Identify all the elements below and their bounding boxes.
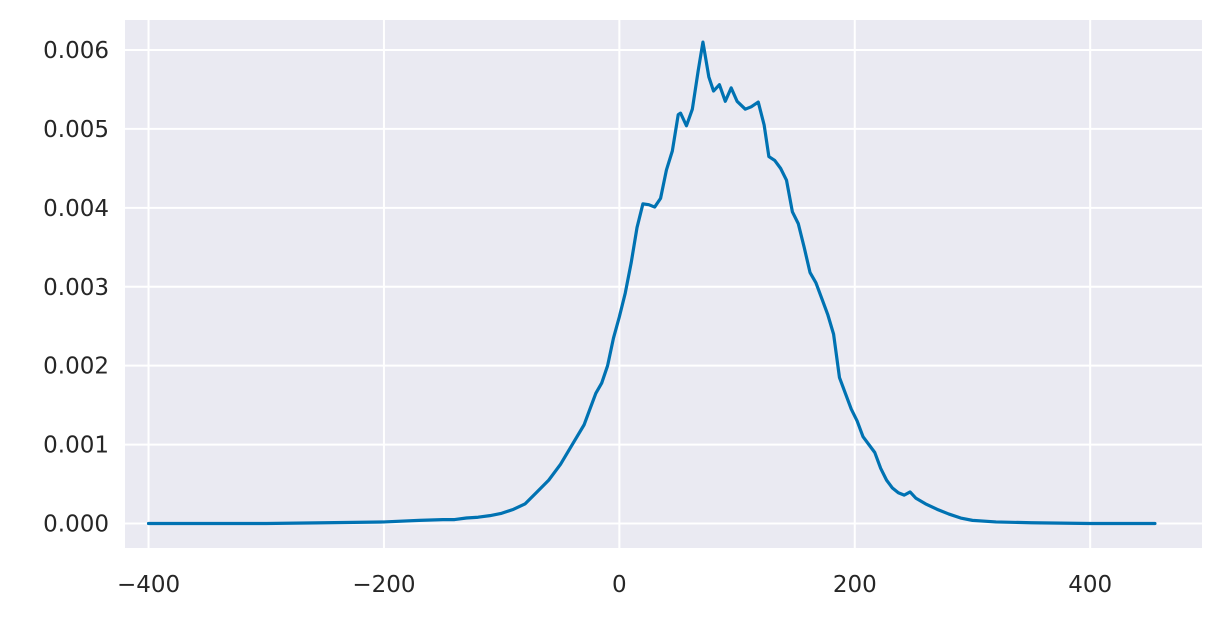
- x-tick-label: 0: [612, 572, 627, 598]
- y-tick-label: 0.002: [43, 354, 109, 380]
- y-tick-label: 0.000: [43, 512, 109, 538]
- density-line: [146, 40, 1157, 526]
- x-tick-label: −400: [117, 572, 180, 598]
- y-tick-label: 0.004: [43, 196, 109, 222]
- x-tick-label: −200: [352, 572, 415, 598]
- y-axis-ticks: 0.000 0.001 0.002 0.003 0.004 0.005 0.006: [43, 38, 109, 538]
- x-tick-label: 200: [833, 572, 877, 598]
- y-tick-label: 0.006: [43, 38, 109, 64]
- x-axis-ticks: −400 −200 0 200 400: [117, 572, 1112, 598]
- x-tick-label: 400: [1068, 572, 1112, 598]
- y-tick-label: 0.003: [43, 275, 109, 301]
- y-tick-label: 0.005: [43, 117, 109, 143]
- plot-area-background: [125, 20, 1202, 548]
- y-tick-label: 0.001: [43, 433, 109, 459]
